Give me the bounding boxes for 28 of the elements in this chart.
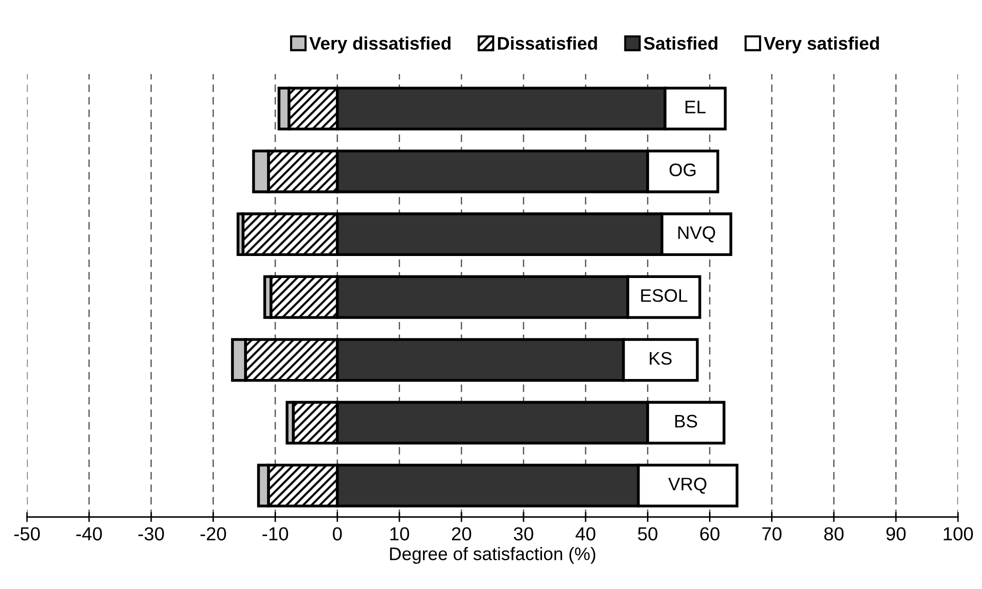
y-tick-label: KS bbox=[650, 352, 672, 365]
y-tick-label: BS bbox=[675, 414, 698, 428]
x-tick-label: 10 bbox=[390, 527, 410, 540]
x-tick-label: -10 bbox=[262, 527, 288, 540]
x-tick-label: 20 bbox=[452, 527, 472, 540]
x-tick-label: 40 bbox=[576, 527, 596, 540]
y-tick-label: VRQ bbox=[668, 478, 706, 494]
x-tick-label: 0 bbox=[332, 527, 342, 540]
legend-label: Dissatisfied bbox=[498, 36, 597, 50]
x-tick-label: 90 bbox=[886, 527, 906, 540]
x-axis-title: Degree of satisfaction (%) bbox=[390, 546, 596, 564]
x-tick-label: 80 bbox=[824, 527, 844, 540]
y-tick-label: NVQ bbox=[678, 226, 716, 242]
x-tick-label: 30 bbox=[514, 527, 534, 540]
x-tick-label: -20 bbox=[200, 527, 226, 540]
y-tick-label: OG bbox=[670, 163, 696, 176]
x-tick-label: -40 bbox=[76, 527, 102, 540]
legend-label: Satisfied bbox=[644, 36, 718, 50]
y-tick-label: ESOL bbox=[641, 289, 688, 302]
x-tick-label: 100 bbox=[944, 527, 973, 540]
x-tick-label: -50 bbox=[14, 527, 40, 540]
legend-label: Very dissatisfied bbox=[309, 36, 450, 54]
x-tick-label: -30 bbox=[138, 527, 164, 540]
x-tick-label: 60 bbox=[700, 527, 720, 540]
legend-label: Very satisfied bbox=[764, 36, 879, 54]
y-tick-label: EL bbox=[686, 100, 706, 114]
x-tick-label: 70 bbox=[762, 527, 782, 540]
x-tick-label: 50 bbox=[638, 527, 658, 540]
